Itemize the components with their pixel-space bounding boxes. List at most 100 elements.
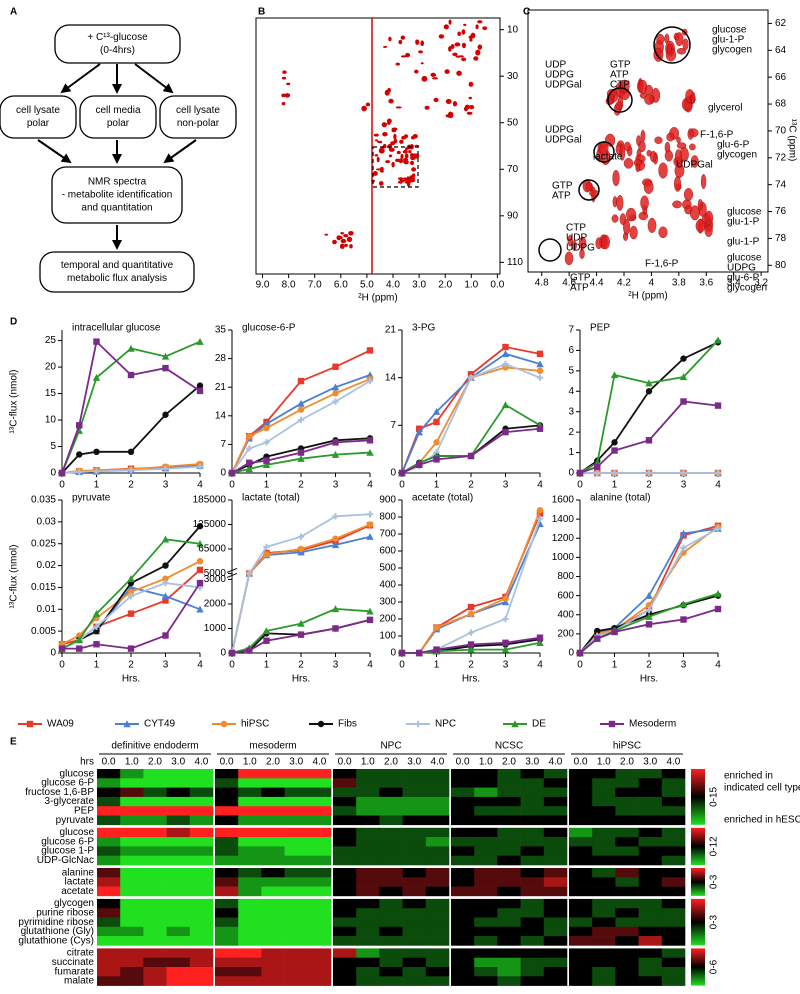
y-tick-label: 70 — [507, 164, 519, 175]
series-line — [61, 538, 201, 650]
heatmap-cell — [307, 837, 332, 847]
x-tick-label: 4 — [367, 480, 373, 491]
x-tick-label: 3 — [681, 480, 687, 491]
heatmap-cell — [356, 778, 380, 788]
heatmap-cell — [356, 936, 380, 946]
heatmap-cell — [543, 948, 568, 958]
flow-node-label: cell lysate — [176, 105, 220, 116]
heatmap-cell — [166, 868, 191, 878]
spectrum-peak — [393, 133, 397, 140]
heatmap-cell — [543, 957, 568, 968]
spectrum-peak — [404, 147, 409, 151]
data-point — [332, 513, 339, 520]
heatmap-cell — [497, 815, 521, 826]
heatmap-cell — [474, 908, 498, 918]
spectrum-peak — [469, 38, 473, 42]
heatmap-cell — [402, 898, 427, 909]
row-label: acetate — [61, 886, 94, 897]
heatmap-cell — [356, 948, 380, 958]
data-point — [262, 627, 271, 635]
heatmap-cell — [638, 957, 663, 968]
heatmap-cell — [425, 957, 450, 968]
heatmap-cell — [97, 917, 121, 928]
heatmap-cell — [592, 769, 616, 779]
data-point — [93, 338, 100, 345]
spectrum-peak — [616, 194, 624, 211]
y-tick-label: 0 — [568, 648, 574, 659]
heatmap-cell — [497, 926, 521, 937]
spectrum-peak — [619, 213, 627, 225]
legend-label: WA09 — [47, 719, 74, 730]
heatmap-cell — [497, 868, 521, 878]
heatmap-cell — [238, 917, 262, 928]
x-tick-label: 4.8 — [535, 278, 549, 289]
heatmap-cell — [638, 976, 663, 986]
spectrum-peak — [635, 163, 641, 173]
heatmap-cell — [425, 917, 450, 928]
data-point — [93, 623, 100, 630]
data-point — [263, 424, 270, 432]
x-tick-label: 4 — [715, 660, 721, 671]
hour-label: 1.0 — [361, 757, 375, 768]
spectrum-peak — [378, 181, 384, 186]
spectrum-peak — [676, 142, 687, 149]
heatmap-cell — [307, 806, 332, 816]
data-point — [76, 422, 83, 429]
spectrum-peak — [640, 195, 649, 211]
data-point — [414, 720, 422, 728]
heatmap-cell — [543, 787, 568, 798]
heatmap-cell — [143, 806, 167, 816]
data-point — [161, 592, 170, 600]
heatmap-cell — [592, 957, 616, 968]
series-line — [579, 527, 719, 654]
heatmap-cell — [97, 787, 121, 798]
spectrum-peak — [286, 82, 291, 86]
spectrum-peak — [395, 106, 402, 109]
heatmap-cell — [97, 936, 121, 946]
spectrum-peak — [674, 175, 682, 192]
spectrum-peak — [412, 134, 418, 139]
chart-title: glucose-6-P — [242, 323, 296, 334]
heatmap-cell — [661, 815, 686, 826]
heatmap-cell — [569, 846, 593, 856]
x-tick-label: 1 — [612, 480, 618, 491]
spectrum-peak — [385, 160, 391, 164]
x-tick-label: 4 — [367, 660, 373, 671]
heatmap-cell — [284, 898, 309, 909]
data-point — [366, 448, 374, 456]
data-point — [297, 377, 305, 385]
heatmap-cell — [569, 868, 593, 878]
heatmap-cell — [238, 827, 262, 838]
row-label: glycogen — [54, 898, 94, 909]
heatmap-cell — [143, 769, 167, 779]
heatmap-cell — [166, 787, 191, 798]
heatmap-cell — [451, 787, 475, 798]
heatmap-cell — [238, 769, 262, 779]
heatmap-cell — [215, 877, 239, 887]
heatmap-cell — [284, 855, 309, 866]
flow-node-label: (0-4hrs) — [100, 45, 135, 56]
spectrum-peak — [403, 178, 407, 182]
flow-node-label: polar — [27, 118, 50, 129]
row-label: fructose 1,6-BP — [25, 787, 94, 798]
row-label: succinate — [52, 957, 95, 968]
spectrum-peak — [397, 181, 402, 184]
heatmap-cell — [497, 936, 521, 946]
data-point — [161, 535, 170, 543]
heatmap-cell — [333, 936, 357, 946]
spectrum-peak — [636, 135, 641, 147]
heatmap-cell — [615, 868, 639, 878]
spectrum-peak — [373, 133, 379, 137]
heatmap-cell — [615, 778, 639, 788]
heatmap-cell — [569, 827, 593, 838]
heatmap-cell — [215, 917, 239, 928]
spectrum-peak — [284, 93, 291, 98]
data-point — [536, 507, 544, 514]
heatmap-cell — [402, 877, 427, 887]
heatmap-cell — [425, 769, 450, 779]
heatmap-cell — [261, 976, 285, 986]
heatmap-cell — [520, 796, 545, 807]
heatmap-cell — [215, 886, 239, 897]
spectrum-peak — [377, 140, 383, 144]
